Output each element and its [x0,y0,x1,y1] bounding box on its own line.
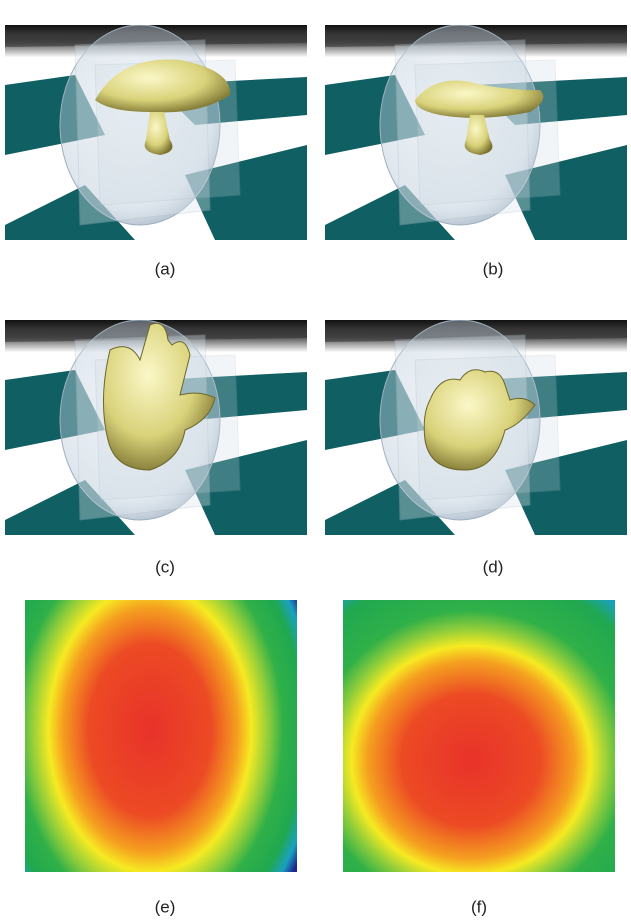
heatmap [25,600,297,872]
panel-label: (d) [483,557,504,576]
panel-label: (e) [155,897,176,916]
panel-a [5,25,307,240]
panel-c [5,320,307,535]
panel-label: (b) [483,259,504,278]
panel-f [343,600,615,872]
panel-b [325,25,627,240]
panel-label: (f) [471,897,487,916]
panel-d [325,320,627,535]
panel-label: (c) [155,557,175,576]
panel-label: (a) [155,259,176,278]
panel-e [25,600,297,872]
heatmap [343,600,615,872]
figure: (a) (b) (c) (d) (e) (f) [0,0,631,923]
